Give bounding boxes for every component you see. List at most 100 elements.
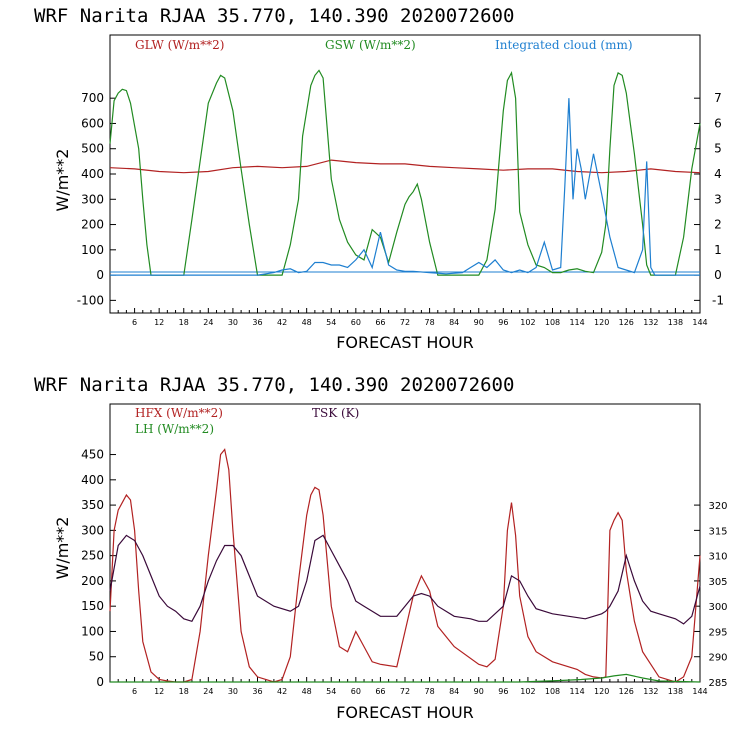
y-tick-label: 150 (81, 599, 104, 613)
x-tick-label: 6 (132, 687, 137, 696)
chart-2-title: WRF Narita RJAA 35.770, 140.390 20200726… (34, 374, 514, 396)
y-tick-label: 250 (81, 549, 104, 563)
x-tick-label: 54 (326, 318, 336, 327)
chart-2-legend-hfx: HFX (W/m**2) (135, 406, 223, 420)
y-tick-label: 100 (81, 624, 104, 638)
chart-1-y2ticks: -1 0 1 2 3 4 5 6 7 (694, 91, 724, 307)
x-tick-label: 90 (474, 318, 484, 327)
x-tick-label: 102 (520, 318, 535, 327)
lh-series-line (110, 673, 701, 683)
chart-1-ylabel: W/m**2 (53, 149, 72, 212)
x-tick-label: 30 (228, 687, 238, 696)
y-tick-label: 300 (81, 192, 104, 206)
y2-tick-label: 320 (708, 501, 727, 512)
chart-1-legend-glw: GLW (W/m**2) (135, 38, 224, 52)
x-tick-label: 78 (424, 318, 434, 327)
x-tick-label: 72 (400, 318, 410, 327)
x-tick-label: 84 (449, 318, 459, 327)
chart-2-y2ticks: 285 290 295 300 305 310 315 320 (694, 501, 728, 689)
chart-1-yticks: -100 0 100 200 300 400 500 600 700 (77, 91, 116, 307)
y2-tick-label: 5 (714, 142, 722, 156)
y2-tick-label: 2 (714, 218, 722, 232)
x-tick-label: 60 (351, 687, 361, 696)
cloud-series-line (110, 98, 700, 276)
x-tick-label: 72 (400, 687, 410, 696)
x-tick-label: 6 (132, 318, 137, 327)
y-tick-label: -100 (77, 293, 104, 307)
y-tick-label: 350 (81, 498, 104, 512)
y2-tick-label: 6 (714, 116, 722, 130)
y2-tick-label: 295 (708, 627, 727, 638)
x-tick-label: 126 (619, 687, 634, 696)
x-tick-label: 96 (498, 687, 508, 696)
x-tick-label: 60 (351, 318, 361, 327)
chart-1-xlabel: FORECAST HOUR (336, 333, 474, 352)
x-tick-label: 84 (449, 687, 459, 696)
chart-2-ylabel: W/m**2 (53, 517, 72, 580)
y2-tick-label: 310 (708, 552, 727, 563)
x-tick-label: 144 (692, 318, 707, 327)
y2-tick-label: 290 (708, 653, 727, 664)
y-tick-label: 200 (81, 218, 104, 232)
chart-1-xticks: 6 12 18 24 30 36 42 48 54 60 66 72 78 84 90 96 102 108 114… (117, 308, 708, 327)
chart-1-series (109, 69, 701, 276)
glw-series-line (109, 159, 701, 174)
x-tick-label: 12 (154, 687, 164, 696)
y2-tick-label: -1 (712, 293, 724, 307)
x-tick-label: 42 (277, 318, 287, 327)
y-tick-label: 500 (81, 142, 104, 156)
x-tick-label: 96 (498, 318, 508, 327)
chart-2-series (109, 448, 701, 683)
tsk-series-line (109, 534, 701, 625)
y2-tick-label: 300 (708, 602, 727, 613)
y-tick-label: 300 (81, 523, 104, 537)
x-tick-label: 24 (203, 318, 213, 327)
y-tick-label: 100 (81, 243, 104, 257)
x-tick-label: 24 (203, 687, 213, 696)
y-tick-label: 450 (81, 448, 104, 462)
chart-1-legend-gsw: GSW (W/m**2) (325, 38, 416, 52)
x-tick-label: 126 (619, 318, 634, 327)
x-tick-label: 42 (277, 687, 287, 696)
chart-2-legend-tsk: TSK (K) (312, 406, 359, 420)
chart-1-legend-cloud: Integrated cloud (mm) (495, 38, 633, 52)
y2-tick-label: 4 (714, 167, 722, 181)
y2-tick-label: 3 (714, 192, 722, 206)
chart-1-title: WRF Narita RJAA 35.770, 140.390 20200726… (34, 5, 514, 27)
y2-tick-label: 0 (714, 268, 722, 282)
x-tick-label: 114 (569, 318, 584, 327)
x-tick-label: 54 (326, 687, 336, 696)
x-tick-label: 144 (692, 687, 707, 696)
x-tick-label: 78 (424, 687, 434, 696)
x-tick-label: 66 (375, 318, 385, 327)
x-tick-label: 120 (594, 318, 609, 327)
y2-tick-label: 285 (708, 678, 727, 689)
gsw-series-line (109, 69, 701, 276)
x-tick-label: 48 (302, 318, 312, 327)
y2-tick-label: 315 (708, 526, 727, 537)
y-tick-label: 50 (89, 650, 104, 664)
y-tick-label: 400 (81, 473, 104, 487)
x-tick-label: 48 (302, 687, 312, 696)
y-tick-label: 600 (81, 116, 104, 130)
x-tick-label: 18 (179, 687, 189, 696)
x-tick-label: 114 (569, 687, 584, 696)
x-tick-label: 36 (252, 687, 262, 696)
chart-2-xlabel: FORECAST HOUR (336, 703, 474, 722)
x-tick-label: 138 (668, 318, 683, 327)
y2-tick-label: 1 (714, 243, 722, 257)
x-tick-label: 18 (179, 318, 189, 327)
x-tick-label: 102 (520, 687, 535, 696)
y2-tick-label: 305 (708, 577, 727, 588)
chart-2-legend-lh: LH (W/m**2) (135, 422, 214, 436)
chart-2: WRF Narita RJAA 35.770, 140.390 20200726… (34, 374, 728, 722)
y-tick-label: 700 (81, 91, 104, 105)
chart-1: WRF Narita RJAA 35.770, 140.390 20200726… (34, 5, 724, 352)
x-tick-label: 132 (643, 318, 658, 327)
chart-2-xticks: 6 12 18 24 30 36 42 48 54 60 66 72 78 84 90 96 102 108 114… (117, 677, 708, 696)
x-tick-label: 66 (375, 687, 385, 696)
chart-2-yticks: 0 50 100 150 200 250 300 350 400 450 (81, 448, 116, 689)
y-tick-label: 0 (96, 675, 104, 689)
x-tick-label: 30 (228, 318, 238, 327)
x-tick-label: 108 (545, 318, 560, 327)
